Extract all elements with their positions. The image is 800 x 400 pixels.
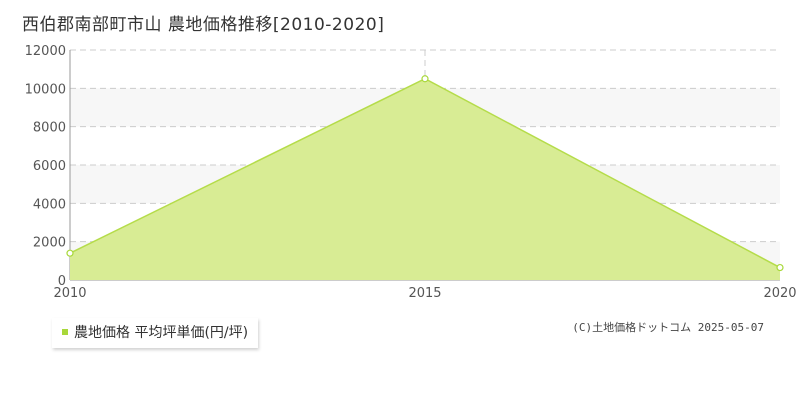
y-tick-label: 10000 [25,82,66,97]
x-tick-label: 2020 [763,286,796,301]
legend: 農地価格 平均坪単価(円/坪) [52,318,259,348]
x-tick-label: 2015 [408,286,441,301]
y-tick-label: 2000 [33,236,66,251]
x-tick-labels: 2010 2015 2020 [53,286,796,301]
legend-label: 農地価格 平均坪単価(円/坪) [74,325,249,341]
y-tick-labels: 0 2000 4000 6000 8000 10000 12000 [25,44,66,289]
data-point [66,249,74,257]
data-points [66,75,784,272]
y-tick-label: 6000 [33,159,66,174]
data-point [421,75,429,83]
data-point [776,263,784,272]
x-tick-label: 2010 [53,286,86,301]
copyright-credit: (C)土地価格ドットコム 2025-05-07 [572,321,764,334]
y-tick-label: 4000 [33,197,66,212]
y-tick-label: 8000 [33,121,66,136]
y-tick-label: 12000 [25,44,66,59]
series-area-fill [70,78,780,280]
y-tick-label: 0 [58,274,66,289]
legend-swatch-icon [62,329,68,335]
chart-title: 西伯郡南部町市山 農地価格推移[2010-2020] [22,15,385,35]
